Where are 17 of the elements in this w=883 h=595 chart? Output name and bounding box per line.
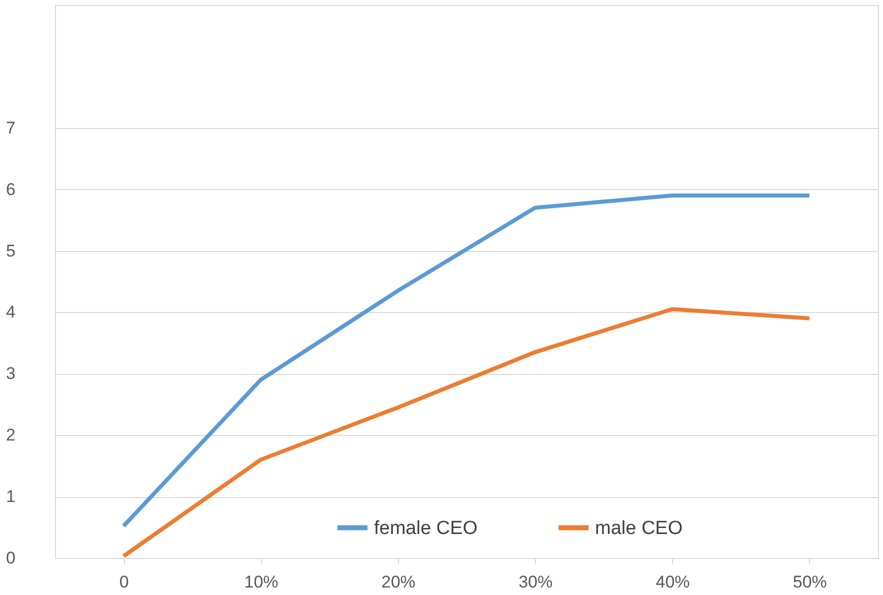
y-tick-label: 6 [6,180,16,199]
y-tick-label: 1 [6,487,16,506]
x-tick-label: 40% [656,572,690,592]
legend-label: female CEO [374,518,478,539]
legend-label: male CEO [595,518,683,539]
y-tick-label: 7 [6,118,16,138]
y-tick-label: 3 [6,364,16,384]
x-tick-label: 50% [792,572,827,592]
x-tick-label: 10% [244,572,278,592]
y-tick-label: 5 [6,241,16,260]
x-tick-label: 0 [119,572,129,592]
x-tick-label: 30% [518,572,553,592]
y-tick-label: 0 [6,548,16,568]
y-tick-label: 4 [6,302,16,322]
x-tick-label: 20% [381,572,416,592]
y-tick-label: 2 [6,426,16,445]
line-series [122,307,812,558]
